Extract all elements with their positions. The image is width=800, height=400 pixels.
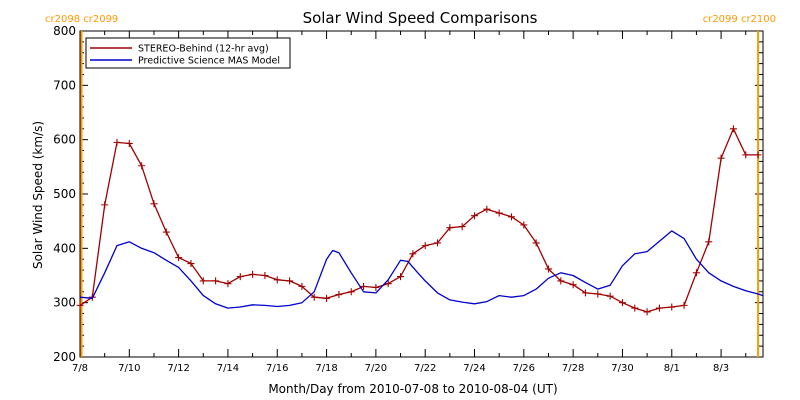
data-point <box>544 265 552 273</box>
data-point <box>310 293 318 301</box>
data-point <box>138 162 146 170</box>
data-point <box>249 270 257 278</box>
x-tick-label: 7/10 <box>118 363 140 374</box>
x-tick-label: 7/14 <box>217 363 239 374</box>
chart-title: Solar Wind Speed Comparisons <box>303 9 538 27</box>
data-point <box>360 282 368 290</box>
data-point <box>162 228 170 236</box>
legend-label-1: STEREO-Behind (12-hr avg) <box>138 44 269 55</box>
data-point <box>286 277 294 285</box>
data-point <box>261 272 269 279</box>
x-tick-label: 8/3 <box>713 363 729 374</box>
y-tick-label: 200 <box>53 350 76 364</box>
y-tick-label: 700 <box>53 78 76 92</box>
x-tick-label: 7/30 <box>611 363 633 374</box>
x-tick-label: 7/22 <box>414 363 436 374</box>
data-point <box>397 273 405 281</box>
data-point <box>323 294 331 302</box>
data-point <box>421 242 429 250</box>
data-point <box>372 283 380 291</box>
carrington-markers <box>80 31 760 357</box>
y-tick-label: 300 <box>53 296 76 310</box>
data-point <box>187 260 195 268</box>
data-point <box>471 212 479 220</box>
data-point <box>742 151 750 159</box>
data-point <box>113 138 121 146</box>
data-point <box>507 213 515 221</box>
data-point <box>606 292 614 300</box>
data-point <box>729 125 737 133</box>
data-point <box>680 301 688 309</box>
cr-label-right: cr2099 cr2100 <box>703 14 776 25</box>
cr-label-left: cr2098 cr2099 <box>45 14 118 25</box>
x-tick-label: 7/26 <box>513 363 535 374</box>
data-point <box>212 277 220 285</box>
legend: STEREO-Behind (12-hr avg)Predictive Scie… <box>85 37 291 69</box>
data-point <box>101 201 109 209</box>
y-tick-label: 500 <box>53 187 76 201</box>
series-line-2 <box>79 230 764 309</box>
data-point <box>705 238 713 246</box>
data-point <box>532 239 540 247</box>
data-point <box>557 277 565 285</box>
x-tick-label: 7/18 <box>315 363 337 374</box>
data-point <box>754 151 762 159</box>
data-point <box>569 281 577 289</box>
data-point <box>520 221 528 229</box>
data-point <box>409 250 417 258</box>
data-point <box>335 291 343 299</box>
data-point <box>298 282 306 290</box>
data-point <box>618 299 626 307</box>
axes-layer: 200 300 400 500 600 700 800 7/8 7/10 7/12 7/14 7/16… <box>53 24 764 374</box>
x-tick-label: 7/16 <box>266 363 288 374</box>
data-point <box>175 254 183 262</box>
data-point <box>581 289 589 297</box>
data-point <box>236 273 244 281</box>
y-tick-label: 400 <box>53 241 76 255</box>
data-point <box>224 280 232 288</box>
data-point <box>446 224 454 232</box>
data-point <box>150 200 158 208</box>
legend-label-2: Predictive Science MAS Model <box>138 56 280 67</box>
y-tick-label: 800 <box>53 24 76 38</box>
y-axis-label: Solar Wind Speed (km/s) <box>31 121 45 269</box>
data-point <box>483 205 491 213</box>
x-tick-label: 8/1 <box>664 363 680 374</box>
data-point <box>458 223 466 231</box>
data-point <box>692 269 700 277</box>
x-tick-label: 7/20 <box>365 363 387 374</box>
data-point <box>717 154 725 162</box>
data-point <box>643 308 651 316</box>
x-tick-label: 7/24 <box>463 363 485 374</box>
data-point <box>631 304 639 312</box>
data-point <box>655 304 663 312</box>
data-point <box>495 209 503 217</box>
data-point <box>434 239 442 247</box>
series-line-1 <box>79 128 759 313</box>
data-point <box>273 276 281 284</box>
data-point <box>347 288 355 296</box>
x-tick-label: 7/12 <box>167 363 189 374</box>
x-axis-label: Month/Day from 2010-07-08 to 2010-08-04 … <box>268 382 557 396</box>
data-point <box>384 280 392 288</box>
x-tick-label: 7/28 <box>562 363 584 374</box>
data-point <box>594 290 602 298</box>
legend-box <box>85 37 291 69</box>
data-point <box>199 277 207 285</box>
y-tick-label: 600 <box>53 133 76 147</box>
data-point <box>76 301 84 309</box>
x-tick-label: 7/8 <box>72 363 88 374</box>
data-point <box>125 139 133 147</box>
data-point <box>668 303 676 311</box>
series-layer <box>76 125 764 316</box>
